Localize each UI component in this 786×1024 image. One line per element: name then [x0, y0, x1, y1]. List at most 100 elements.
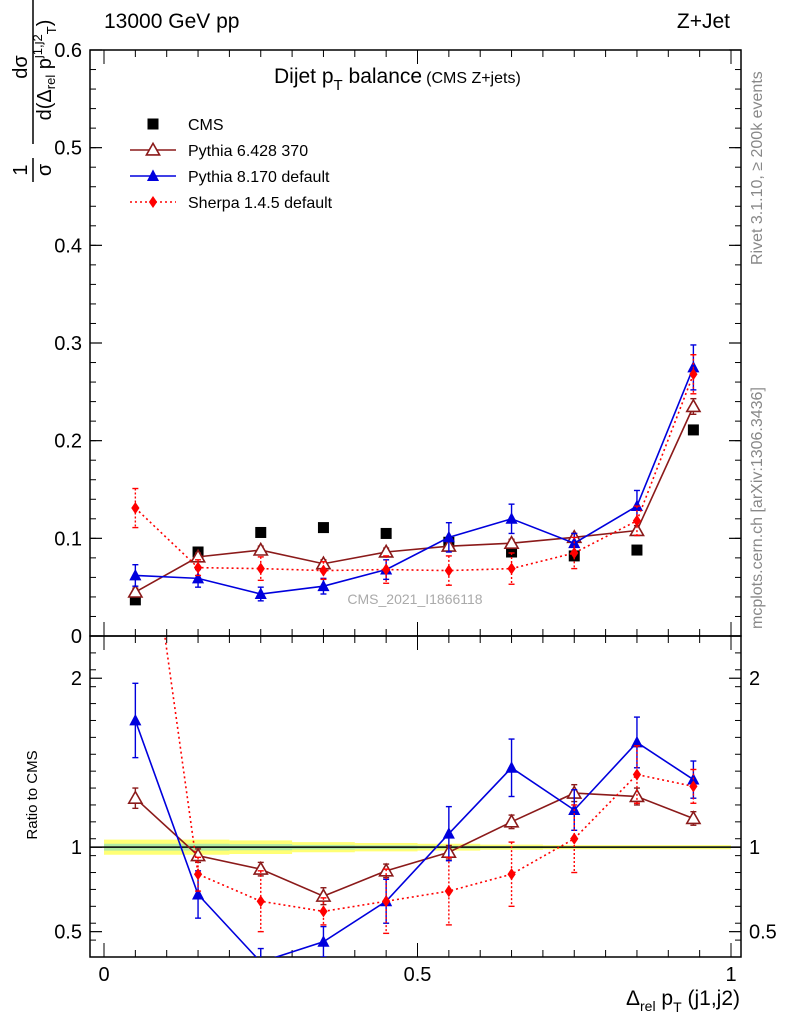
series-cms	[129, 424, 699, 606]
data-point	[507, 868, 516, 881]
data-point	[444, 564, 453, 577]
series-line	[134, 720, 694, 957]
data-point	[382, 895, 391, 908]
svg-text:d(Δrel pj1,j2T): d(Δrel pj1,j2T)	[30, 20, 59, 121]
x-tick-label: 0.5	[404, 964, 432, 986]
data-point	[632, 514, 642, 527]
y-tick-label: 0.6	[54, 40, 82, 62]
data-point	[632, 768, 642, 781]
ratio-panel: 0.5 0.5 1 1 2 2 0 0.5 1	[54, 419, 777, 986]
data-point	[505, 512, 518, 524]
series-line	[134, 373, 695, 572]
data-point	[317, 579, 330, 592]
y-tick-label: 0.3	[54, 333, 82, 355]
series-pythia-8-170-default	[129, 682, 700, 957]
data-point	[687, 424, 699, 436]
series-sherpa-1-4-5-default	[131, 419, 698, 935]
data-point	[256, 895, 265, 908]
y-tick-label: 0	[71, 626, 82, 648]
svg-text:1: 1	[10, 164, 32, 175]
ratio-panel-data	[90, 419, 741, 957]
data-point	[193, 868, 203, 881]
legend-entry: Pythia 8.170 default	[130, 169, 330, 186]
data-point	[131, 419, 139, 431]
svg-text:dσ: dσ	[10, 55, 32, 79]
data-point	[317, 522, 329, 534]
legend-marker	[148, 195, 158, 209]
data-point	[192, 887, 205, 900]
data-point	[380, 527, 392, 539]
legend-label: Pythia 8.170 default	[188, 169, 330, 186]
plot-title: Dijet pT balance (CMS Z+jets)	[274, 65, 521, 94]
series-sherpa-1-4-5-default	[131, 354, 698, 586]
y-tick-label-right: 1	[749, 837, 760, 859]
data-point	[442, 827, 455, 839]
data-point	[131, 502, 140, 515]
ratio-ylabel: Ratio to CMS	[24, 750, 41, 839]
data-point	[193, 561, 203, 574]
y-tick-label: 0.5	[54, 922, 82, 944]
y-tick-label-right: 2	[749, 668, 760, 690]
y-tick-label-right: 0.5	[749, 922, 777, 944]
data-point	[382, 563, 391, 576]
legend-entry: Pythia 6.428 370	[130, 141, 308, 160]
data-point	[259, 955, 262, 957]
data-point	[630, 499, 643, 512]
y-tick-label: 1	[71, 837, 82, 859]
data-point	[190, 847, 207, 862]
data-point	[129, 594, 141, 606]
legend-label: Pythia 6.428 370	[188, 143, 308, 160]
svg-text:σ: σ	[34, 163, 56, 176]
series-pythia-8-170-default	[129, 344, 700, 602]
series-line	[134, 792, 694, 898]
watermark: CMS_2021_I1866118	[347, 591, 482, 607]
legend: CMS Pythia 6.428 370 Pythia 8.170 default S…	[130, 117, 333, 212]
data-point	[254, 587, 267, 599]
rivet-label: Rivet 3.1.10, ≥ 200k events	[749, 71, 766, 265]
header-energy: 13000 GeV pp	[104, 10, 239, 33]
ratio-panel-frame	[89, 635, 742, 958]
data-point	[319, 905, 328, 918]
y-tick-label: 0.5	[54, 138, 82, 160]
data-point	[255, 526, 267, 538]
data-point	[503, 813, 520, 828]
x-tick-label: 0	[98, 964, 109, 986]
series-line	[135, 367, 695, 595]
legend-marker	[146, 169, 160, 181]
legend-marker	[147, 118, 159, 130]
legend-label: Sherpa 1.4.5 default	[188, 195, 333, 212]
data-point	[570, 832, 579, 845]
series-line	[164, 636, 694, 913]
data-point	[689, 780, 698, 793]
data-point	[685, 810, 702, 825]
y-tick-label: 2	[71, 668, 82, 690]
data-point	[315, 887, 332, 902]
main-panel-data	[127, 344, 702, 606]
data-point	[503, 535, 520, 549]
y-tick-label: 0.4	[54, 235, 82, 257]
data-point	[505, 761, 518, 773]
data-point	[256, 562, 265, 575]
legend-entry: Sherpa 1.4.5 default	[130, 195, 333, 212]
series-line	[134, 406, 695, 593]
data-point	[507, 562, 516, 575]
y-tick-label: 0.1	[54, 528, 82, 550]
main-ylabel: 1 σ dσ d(Δrel pj1,j2T)	[10, 0, 59, 182]
data-point	[129, 713, 142, 726]
data-point	[319, 564, 328, 577]
legend-marker	[145, 141, 161, 156]
data-point	[570, 546, 579, 560]
data-point	[506, 546, 518, 558]
data-point	[630, 735, 643, 748]
x-axis-label: Δrel pT (j1,j2)	[626, 987, 740, 1015]
series-pythia-6-428-370	[127, 397, 702, 598]
y-tick-label: 0.2	[54, 431, 82, 453]
legend-entry: CMS	[147, 117, 224, 134]
data-point	[317, 935, 330, 947]
data-point	[127, 789, 144, 804]
data-point	[252, 860, 269, 875]
data-point	[129, 568, 142, 581]
header-process: Z+Jet	[677, 10, 730, 33]
mcplots-label: mcplots.cern.ch [arXiv:1306.3436]	[749, 387, 766, 629]
